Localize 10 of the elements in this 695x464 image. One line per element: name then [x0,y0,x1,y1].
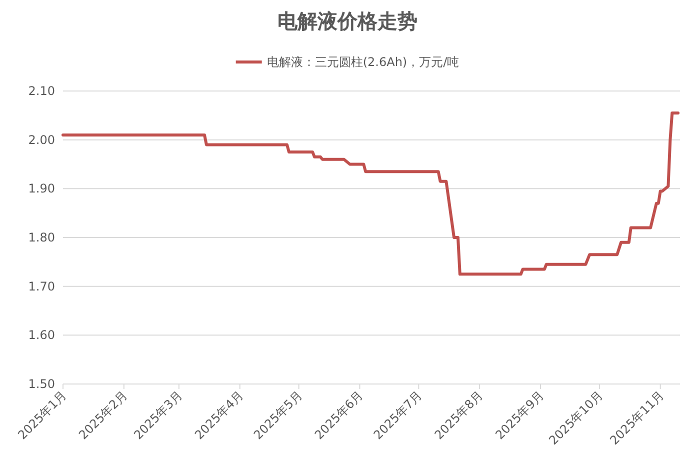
line-series [62,111,680,276]
y-tick-label: 1.80 [28,230,55,244]
y-tick-label: 1.70 [28,279,55,294]
legend-label: 电解液：三元圆柱(2.6Ah)，万元/吨 [266,55,460,69]
y-tick-label: 1.50 [28,377,55,391]
y-tick-label: 1.90 [28,182,55,196]
y-tick-label: 2.10 [28,84,55,98]
y-tick-label: 2.00 [28,132,55,147]
y-tick-label: 1.60 [28,328,55,342]
chart-title: 电解液价格走势 [278,9,418,33]
